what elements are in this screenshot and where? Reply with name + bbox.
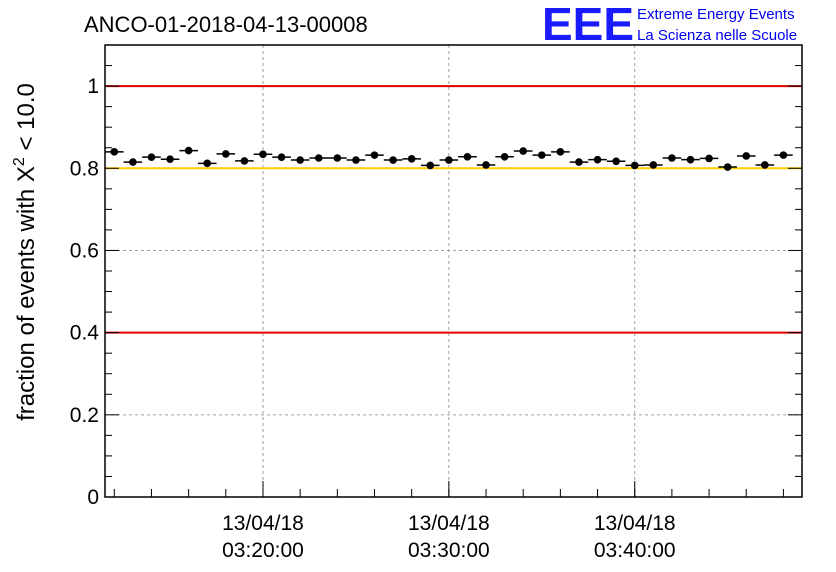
plot-frame bbox=[104, 44, 803, 498]
data-point bbox=[575, 158, 583, 166]
x-tick-date: 13/04/18 bbox=[408, 512, 490, 535]
data-point bbox=[426, 161, 435, 170]
data-point bbox=[259, 150, 267, 159]
data-point bbox=[296, 156, 304, 164]
y-tick-label: 0.6 bbox=[70, 239, 99, 262]
x-tick-time: 03:30:00 bbox=[408, 539, 490, 562]
x-tick-time: 03:20:00 bbox=[222, 539, 304, 562]
data-point bbox=[723, 163, 732, 171]
x-tick-date: 13/04/18 bbox=[222, 512, 304, 535]
logo-line-1: Extreme Energy Events bbox=[637, 6, 795, 23]
y-axis-label: fraction of events with X2 < 10.0 bbox=[11, 83, 40, 421]
data-point bbox=[389, 156, 397, 164]
data-point bbox=[184, 146, 193, 155]
data-point bbox=[203, 159, 212, 168]
data-point bbox=[686, 155, 695, 164]
data-point bbox=[333, 154, 342, 162]
x-tick-time: 03:40:00 bbox=[594, 539, 676, 562]
data-point bbox=[445, 156, 453, 164]
data-point bbox=[649, 161, 658, 169]
data-point bbox=[668, 154, 676, 162]
data-point bbox=[166, 155, 174, 164]
eee-logo: EEE Extreme Energy Events La Scienza nel… bbox=[542, 0, 797, 50]
run-title: ANCO-01-2018-04-13-00008 bbox=[84, 12, 368, 37]
y-axis-label-rest: < 10.0 bbox=[13, 83, 40, 157]
data-point bbox=[593, 155, 602, 164]
data-point bbox=[742, 152, 751, 160]
data-point bbox=[240, 157, 249, 165]
y-tick-label: 0.4 bbox=[70, 322, 100, 345]
data-point bbox=[556, 148, 565, 156]
y-axis-label-main: fraction of events with X bbox=[13, 166, 40, 421]
data-series bbox=[105, 146, 793, 171]
grid bbox=[105, 45, 802, 497]
y-tick-label: 1 bbox=[87, 75, 99, 98]
data-point bbox=[537, 151, 546, 159]
data-point bbox=[463, 152, 472, 161]
data-point bbox=[147, 153, 156, 161]
reference-lines bbox=[105, 85, 802, 334]
data-point bbox=[407, 155, 416, 163]
logo-line-2: La Scienza nelle Scuole bbox=[637, 27, 797, 44]
data-point bbox=[352, 156, 360, 164]
axes: 0 0.2 0.4 0.6 0.8 1 13/04/18 03:20:00 13/04/18 03… bbox=[70, 44, 803, 562]
data-point bbox=[482, 161, 490, 169]
y-tick-label: 0.2 bbox=[70, 404, 99, 427]
data-point bbox=[277, 153, 286, 161]
data-point bbox=[222, 150, 230, 158]
data-point bbox=[705, 154, 713, 163]
data-point bbox=[500, 152, 509, 161]
y-tick-label: 0 bbox=[87, 486, 99, 509]
data-point bbox=[779, 151, 788, 159]
y-axis-label-sup: 2 bbox=[11, 157, 28, 166]
data-point bbox=[519, 147, 527, 155]
data-point bbox=[314, 154, 323, 162]
data-point bbox=[612, 157, 620, 166]
y-tick-label: 0.8 bbox=[70, 157, 99, 180]
data-point bbox=[630, 161, 639, 170]
data-point bbox=[110, 148, 119, 156]
data-point bbox=[761, 161, 769, 169]
logo-text: EEE bbox=[542, 0, 634, 50]
x-tick-date: 13/04/18 bbox=[594, 512, 676, 535]
data-point bbox=[370, 151, 379, 159]
data-point bbox=[129, 158, 137, 166]
